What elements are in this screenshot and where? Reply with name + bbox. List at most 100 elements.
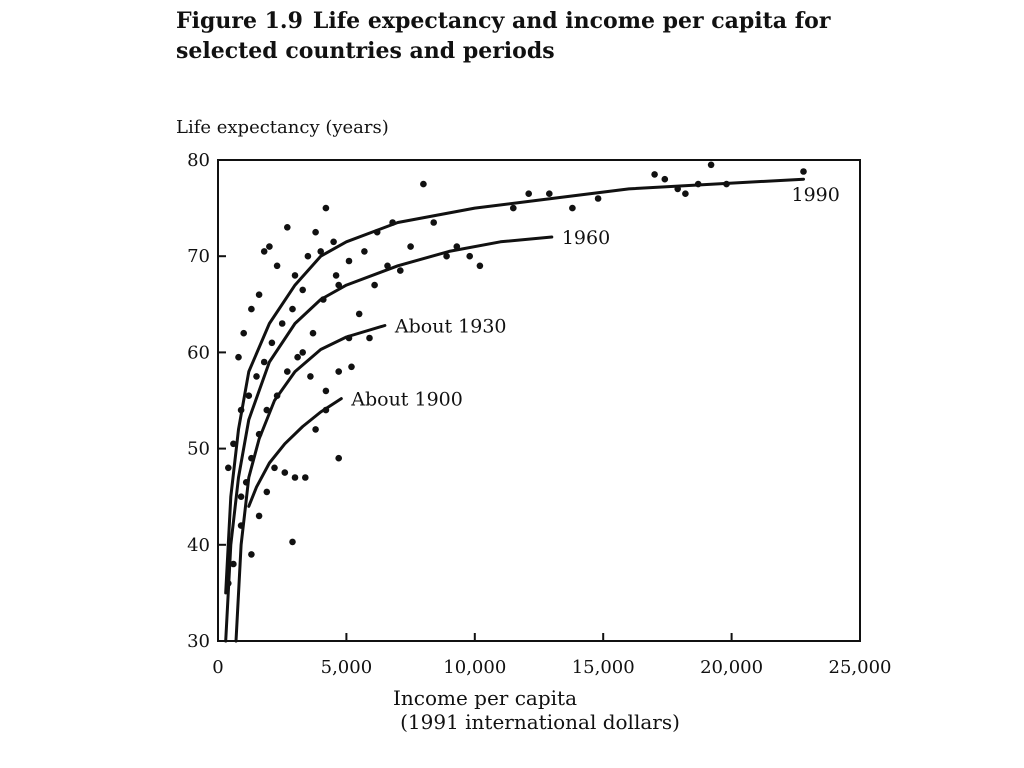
data-point <box>237 522 245 529</box>
data-point <box>273 262 281 270</box>
data-point <box>707 161 715 169</box>
data-point <box>307 373 314 380</box>
data-point <box>309 329 317 337</box>
data-point <box>322 387 330 395</box>
data-point <box>289 538 296 546</box>
data-point <box>373 228 381 236</box>
data-point <box>661 175 669 183</box>
x-tick-label: 10,000 <box>443 657 506 678</box>
data-point <box>248 454 255 462</box>
data-point <box>694 180 702 188</box>
curve-about-1930 <box>234 324 387 643</box>
data-point <box>723 180 730 188</box>
x-tick-label: 20,000 <box>700 657 763 678</box>
data-point <box>335 454 343 462</box>
data-point <box>291 272 299 279</box>
curve-label-1960: 1960 <box>562 227 610 249</box>
data-point <box>278 320 286 327</box>
data-point <box>345 257 353 265</box>
plot-frame <box>217 159 861 642</box>
y-tick-label: 40 <box>187 535 210 556</box>
data-point <box>510 204 517 212</box>
data-point <box>407 243 414 250</box>
x-tick-label: 0 <box>212 657 223 678</box>
curve-label-1990: 1990 <box>792 184 840 206</box>
data-point <box>255 430 263 438</box>
data-point <box>312 228 319 236</box>
data-point <box>348 363 355 371</box>
data-point <box>240 329 247 337</box>
data-point <box>263 488 271 496</box>
data-point <box>682 190 689 197</box>
data-point <box>651 171 658 178</box>
data-point <box>237 493 245 501</box>
data-point <box>302 474 309 481</box>
data-point <box>242 479 250 486</box>
y-tick-label: 70 <box>187 246 210 267</box>
data-point <box>443 252 450 260</box>
data-point <box>322 406 330 414</box>
data-point <box>263 406 271 414</box>
data-point <box>674 185 681 193</box>
data-point <box>420 180 427 188</box>
data-point <box>322 204 330 212</box>
data-point <box>355 310 363 318</box>
data-point <box>284 368 291 375</box>
curve-label-about-1900: About 1900 <box>350 389 463 411</box>
data-point <box>335 281 343 289</box>
figure-number: Figure 1.9 <box>176 8 303 34</box>
points-layer <box>225 161 807 587</box>
data-point <box>253 373 260 380</box>
x-axis-label: Income per capita <box>392 686 578 710</box>
curve-1960 <box>224 235 554 643</box>
data-point <box>312 426 319 433</box>
data-point <box>235 353 242 361</box>
data-point <box>453 243 461 250</box>
data-point <box>569 204 576 212</box>
y-tick-label: 60 <box>187 342 210 363</box>
y-tick-label: 30 <box>187 631 210 652</box>
y-tick-label: 50 <box>187 439 210 460</box>
data-point <box>345 334 353 342</box>
x-tick-label: 15,000 <box>572 657 635 678</box>
data-point <box>245 392 253 400</box>
data-point <box>546 190 553 197</box>
data-point <box>317 248 325 255</box>
data-point <box>525 190 532 197</box>
data-point <box>366 334 373 342</box>
data-point <box>384 262 391 270</box>
data-point <box>281 469 289 476</box>
y-axis-label: Life expectancy (years) <box>176 117 389 138</box>
y-tick-label: 80 <box>187 150 210 171</box>
figure-title-text: Life expectancy and income per capita fo… <box>176 8 831 64</box>
data-point <box>304 252 312 260</box>
data-point <box>273 392 281 400</box>
data-point <box>271 464 278 472</box>
data-point <box>361 248 368 255</box>
x-tick-label: 25,000 <box>829 657 892 678</box>
data-point <box>289 305 296 313</box>
curve-label-about-1930: About 1930 <box>394 315 507 337</box>
data-point <box>255 512 263 520</box>
data-point <box>594 195 602 202</box>
data-point <box>320 296 327 303</box>
data-point <box>237 406 245 414</box>
data-point <box>371 281 378 289</box>
data-point <box>330 238 337 246</box>
data-point <box>255 291 263 299</box>
data-point <box>248 305 255 313</box>
data-point <box>248 551 255 558</box>
figure-title: Figure 1.9 Life expectancy and income per… <box>176 6 876 66</box>
curve-about-1900 <box>247 397 343 508</box>
data-point <box>389 219 396 226</box>
data-point <box>476 262 484 270</box>
curve-labels-layer: 1990 1960 About 1930 About 1900 <box>350 184 840 410</box>
data-point <box>299 349 307 356</box>
data-point <box>291 474 299 481</box>
data-point <box>332 272 340 279</box>
axes-layer: 30 40 50 60 70 80 0 5,000 10,000 15,000 20,000 25,0… <box>187 150 891 678</box>
x-axis-sublabel: (1991 international dollars) <box>400 710 680 734</box>
data-point <box>260 358 268 366</box>
